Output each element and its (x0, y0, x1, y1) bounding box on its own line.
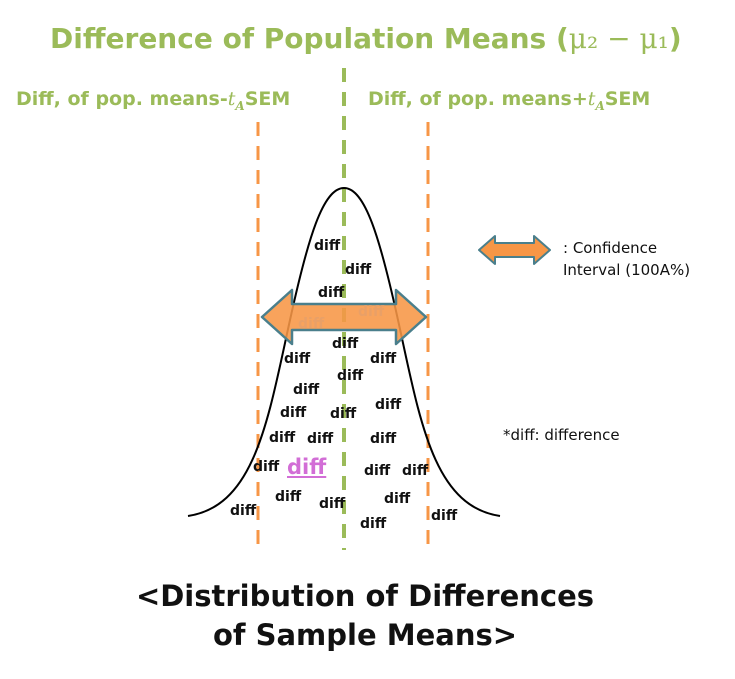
sample-diff: diff (337, 368, 364, 384)
upper-bound-var: t (587, 88, 596, 110)
sample-diff: diff (332, 336, 359, 352)
sample-diff: diff (431, 508, 458, 524)
title-math: μ₂ − μ₁ (568, 22, 669, 55)
sample-diff: diff (275, 489, 302, 505)
title-close: ) (668, 22, 682, 55)
sample-diff: diff (370, 351, 397, 367)
sample-diff: diff (298, 316, 325, 332)
lower-bound-sub: A (235, 98, 245, 113)
sample-diff: diff (402, 463, 429, 479)
diagram-caption: <Distribution of Differences of Sample M… (90, 577, 640, 655)
sample-diff: diff (280, 405, 307, 421)
lower-bound-prefix: Diff, of pop. means- (16, 88, 228, 110)
sample-diff: diff (284, 351, 311, 367)
diagram-title: Difference of Population Means (μ₂ − μ₁) (50, 22, 682, 55)
sample-diff: diff (253, 459, 280, 475)
legend-text: : Confidence Interval (100A%) (563, 237, 690, 281)
sample-diff: diff (307, 431, 334, 447)
upper-bound-sub: A (595, 98, 605, 113)
highlighted-sample-diff: diff (287, 455, 327, 479)
sample-diff: diff (364, 463, 391, 479)
sample-diff: diff (375, 397, 402, 413)
sample-diff: diff (319, 496, 346, 512)
upper-bound-prefix: Diff, of pop. means+ (368, 88, 588, 110)
sample-diff: diff (345, 262, 372, 278)
sample-diff: diff (360, 516, 387, 532)
legend-arrow-icon (478, 235, 551, 265)
sample-diff: diff (358, 304, 385, 320)
lower-bound-var: t (227, 88, 236, 110)
sample-diff: diff (318, 285, 345, 301)
lower-bound-suffix: SEM (244, 88, 291, 110)
upper-bound-suffix: SEM (604, 88, 651, 110)
footnote: *diff: difference (503, 426, 620, 444)
sample-diff: diff (314, 238, 341, 254)
caption-line-1: <Distribution of Differences (135, 579, 595, 613)
sample-diff: diff (293, 382, 320, 398)
title-text: Difference of Population Means ( (50, 22, 569, 55)
sample-diff: diff (269, 430, 296, 446)
sample-diff: diff (330, 406, 357, 422)
sample-diff: diff (230, 503, 257, 519)
confidence-interval-arrow (260, 288, 428, 346)
distribution-curve (187, 186, 501, 517)
sample-diff: diff (384, 491, 411, 507)
caption-line-2: of Sample Means> (212, 618, 518, 652)
upper-bound-label: Diff, of pop. means+tASEM (368, 88, 650, 113)
legend-line-2: Interval (100A%) (563, 261, 691, 279)
sample-diff: diff (370, 431, 397, 447)
lower-bound-label: Diff, of pop. means-tASEM (16, 88, 290, 113)
legend-line-1: : Confidence (563, 239, 658, 257)
